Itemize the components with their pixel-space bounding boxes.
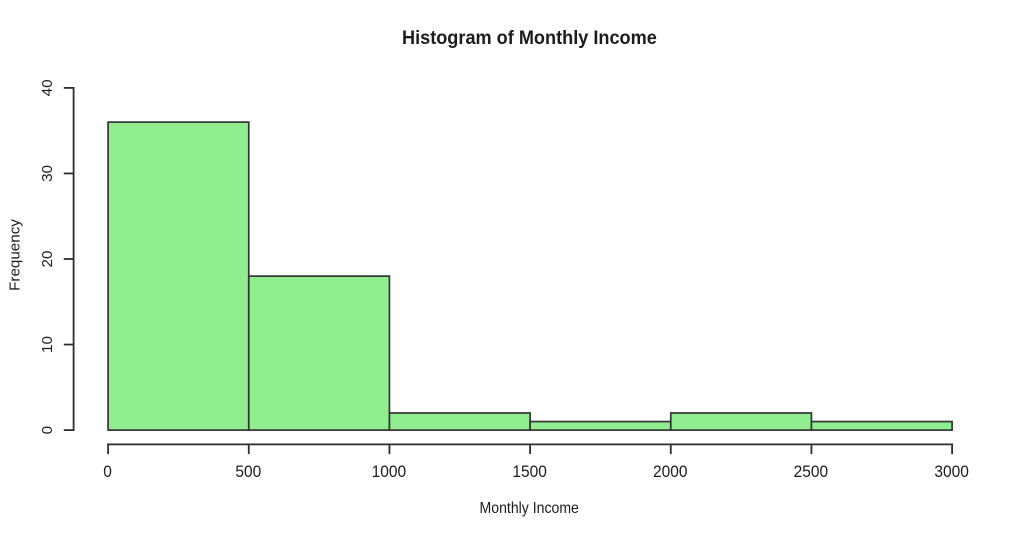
svg-text:40: 40 (39, 79, 56, 96)
svg-text:20: 20 (39, 251, 56, 268)
svg-text:1000: 1000 (372, 464, 407, 482)
svg-text:2000: 2000 (653, 464, 688, 482)
svg-text:0: 0 (39, 426, 56, 434)
svg-text:1500: 1500 (512, 464, 547, 482)
svg-text:0: 0 (103, 464, 112, 482)
svg-text:Monthly Income: Monthly Income (480, 499, 579, 517)
svg-text:2500: 2500 (794, 464, 829, 482)
svg-text:30: 30 (39, 165, 56, 182)
svg-text:500: 500 (235, 464, 261, 482)
svg-text:Histogram of Monthly Income: Histogram of Monthly Income (402, 27, 657, 48)
svg-text:10: 10 (39, 336, 56, 353)
svg-text:3000: 3000 (934, 464, 969, 482)
svg-text:Frequency: Frequency (7, 219, 24, 291)
